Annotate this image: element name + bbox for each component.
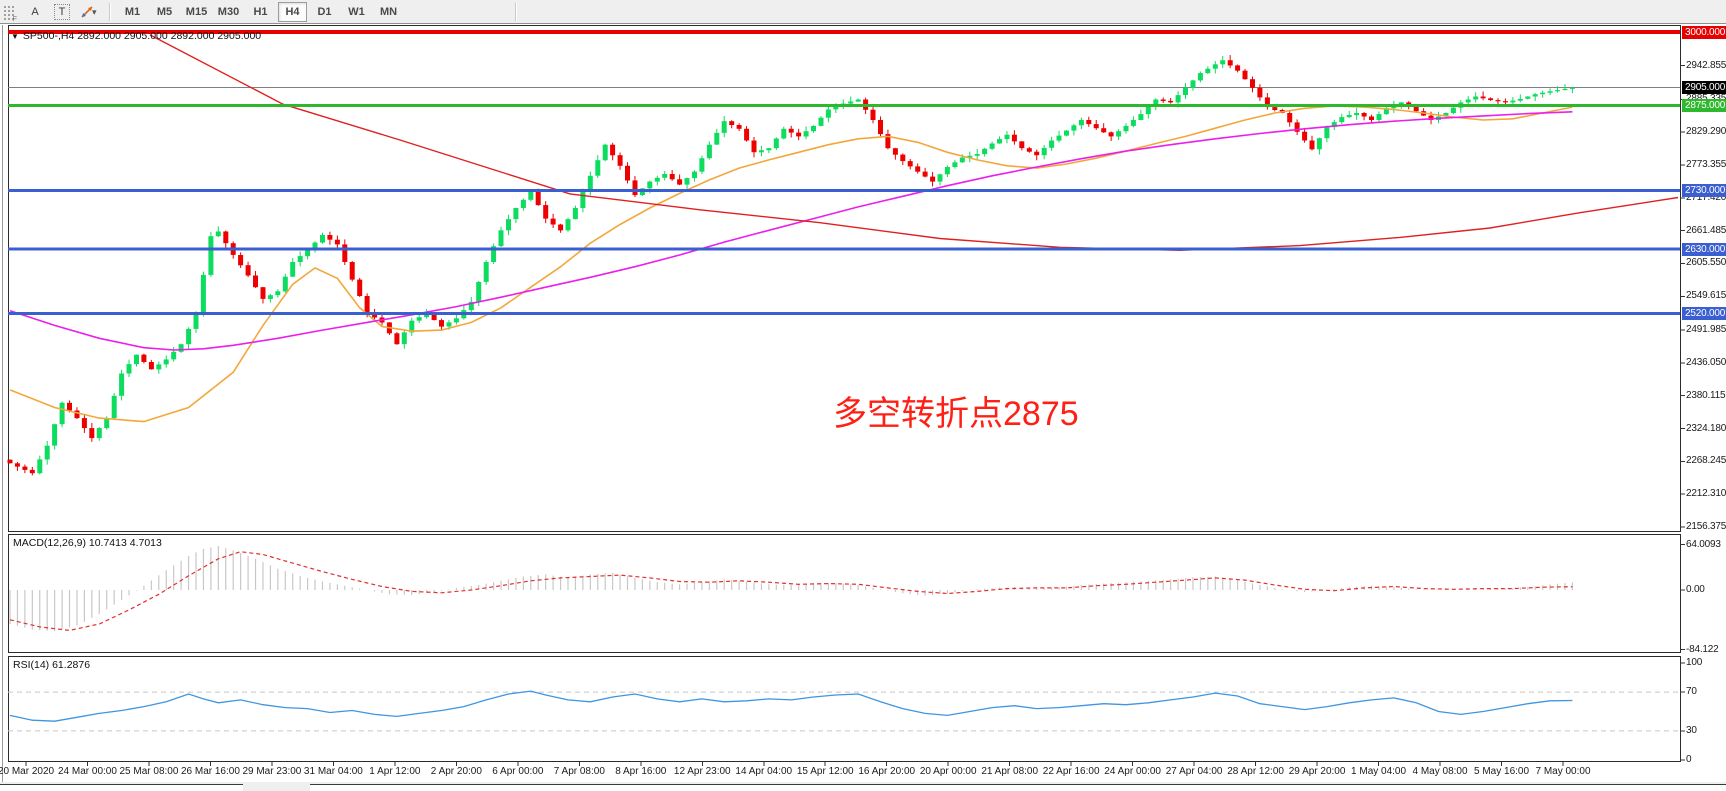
time-axis-label: 5 May 16:00	[1473, 766, 1530, 777]
toolbar-separator	[515, 2, 517, 21]
bottom-window-edge	[0, 784, 243, 791]
rsi-axis-label: 0	[1686, 754, 1692, 765]
cursor-arrows-button[interactable]: ▾	[76, 2, 102, 22]
toolbar-separator	[109, 2, 111, 21]
price-tag-2630.000: 2630.000	[1682, 242, 1726, 256]
price-axis-tick: 2324.180	[1686, 422, 1726, 434]
timeframe-button-h4[interactable]: H4	[278, 1, 307, 22]
time-axis-label: 24 Apr 00:00	[1104, 766, 1161, 777]
time-axis-label: 27 Apr 04:00	[1165, 766, 1223, 777]
chart-annotation-text: 多空转折点2875	[833, 395, 1079, 433]
time-axis-label: 1 Apr 12:00	[369, 766, 421, 777]
rsi-indicator-label: RSI(14) 61.2876	[13, 659, 91, 671]
time-axis-label: 7 Apr 08:00	[553, 766, 605, 777]
price-axis-tick: 2268.245	[1686, 455, 1726, 467]
macd-panel[interactable]	[8, 534, 1681, 653]
dropdown-caret-icon[interactable]: ▾	[92, 6, 97, 17]
price-chart-panel[interactable]	[8, 25, 1681, 532]
time-axis-label: 12 Apr 23:00	[673, 766, 731, 777]
time-axis-label: 29 Mar 23:00	[242, 766, 302, 777]
price-axis-tick: 2549.615	[1686, 290, 1726, 302]
time-axis-label: 25 Mar 08:00	[119, 766, 179, 777]
timeframe-button-mn[interactable]: MN	[374, 2, 403, 22]
timeframe-button-m1[interactable]: M1	[118, 2, 147, 22]
toolbar: F A T ▾ M1 M5 M15 M30 H1 H4 D1 W1 MN	[0, 0, 1726, 24]
macd-indicator-label: MACD(12,26,9) 10.7413 4.7013	[13, 537, 162, 549]
price-tag-2730.000: 2730.000	[1682, 183, 1726, 197]
timeframe-buttons: M1 M5 M15 M30 H1 H4 D1 W1 MN	[118, 1, 403, 22]
price-axis-tick: 2773.355	[1686, 158, 1726, 170]
bottom-edge-strip	[0, 782, 1726, 791]
time-axis-label: 20 Mar 2020	[0, 766, 55, 777]
rsi-axis-label: 30	[1686, 724, 1697, 736]
time-axis-label: 6 Apr 00:00	[492, 766, 544, 777]
collapse-triangle-icon[interactable]: ▼	[11, 32, 19, 41]
timeframe-button-m30[interactable]: M30	[214, 2, 243, 22]
price-tag-2520.000: 2520.000	[1682, 307, 1726, 321]
timeframe-button-h1[interactable]: H1	[246, 2, 275, 22]
crosshair-arrows-icon	[81, 5, 93, 18]
price-axis-tick: 2436.050	[1686, 356, 1726, 368]
price-tag-2905.000: 2905.000	[1682, 81, 1726, 95]
time-axis-label: 24 Mar 00:00	[58, 766, 117, 777]
price-axis-tick: 2885.335	[1686, 93, 1726, 105]
time-axis-label: 16 Apr 20:00	[858, 766, 916, 777]
price-axis-tick: 2717.420	[1686, 191, 1726, 203]
timeframe-button-w1[interactable]: W1	[342, 2, 371, 22]
rsi-panel[interactable]	[8, 656, 1681, 762]
macd-axis-label: -84.122	[1686, 643, 1719, 655]
time-axis-label: 20 Apr 00:00	[919, 766, 977, 777]
price-axis-tick: 2212.310	[1686, 488, 1726, 500]
text-object-button[interactable]: T	[54, 3, 70, 20]
price-axis-tick: 2491.985	[1686, 324, 1726, 336]
price-tag-3000.000: 3000.000	[1682, 25, 1726, 39]
macd-axis-label: 0.00	[1686, 584, 1705, 595]
time-axis-label: 29 Apr 20:00	[1288, 766, 1346, 777]
time-axis-label: 8 Apr 16:00	[615, 766, 667, 777]
rsi-axis-label: 70	[1686, 686, 1697, 698]
time-axis-label: 4 May 08:00	[1412, 766, 1468, 777]
bottom-window-edge	[310, 784, 1726, 791]
time-axis-label: 1 May 04:00	[1351, 766, 1407, 777]
timeframe-button-d1[interactable]: D1	[310, 2, 339, 22]
macd-axis-label: 64.0093	[1686, 538, 1721, 550]
time-axis-label: 26 Mar 16:00	[180, 766, 240, 777]
time-axis-label: 2 Apr 20:00	[430, 766, 482, 777]
price-axis-tick: 2661.485	[1686, 224, 1726, 236]
time-axis-label: 15 Apr 12:00	[796, 766, 854, 777]
time-axis-label: 31 Mar 04:00	[303, 766, 363, 777]
time-axis-label: 7 May 00:00	[1535, 766, 1591, 777]
price-axis-tick: 2829.290	[1686, 126, 1726, 138]
price-axis-tick: 2605.550	[1686, 257, 1726, 269]
price-axis-tick: 2156.375	[1686, 520, 1726, 532]
price-axis-tick: 2942.855	[1686, 59, 1726, 71]
time-axis-label: 22 Apr 16:00	[1042, 766, 1100, 777]
toolbar-drag-handle-icon[interactable]: F	[2, 3, 17, 23]
rsi-axis-label: 100	[1686, 657, 1703, 668]
chart-title: ▼ SP500-,H4 2892.000 2905.000 2892.000 29…	[11, 30, 262, 42]
window-left-edge	[0, 25, 8, 782]
time-axis-label: 14 Apr 04:00	[735, 766, 793, 777]
annotation-letter-button[interactable]: A	[22, 2, 48, 22]
time-axis-label: 28 Apr 12:00	[1227, 766, 1284, 777]
price-tag-2875.000: 2875.000	[1682, 98, 1726, 112]
price-axis-tick: 2380.115	[1686, 389, 1726, 401]
time-axis-label: 21 Apr 08:00	[981, 766, 1039, 777]
timeframe-button-m5[interactable]: M5	[150, 2, 179, 22]
timeframe-button-m15[interactable]: M15	[182, 2, 211, 22]
